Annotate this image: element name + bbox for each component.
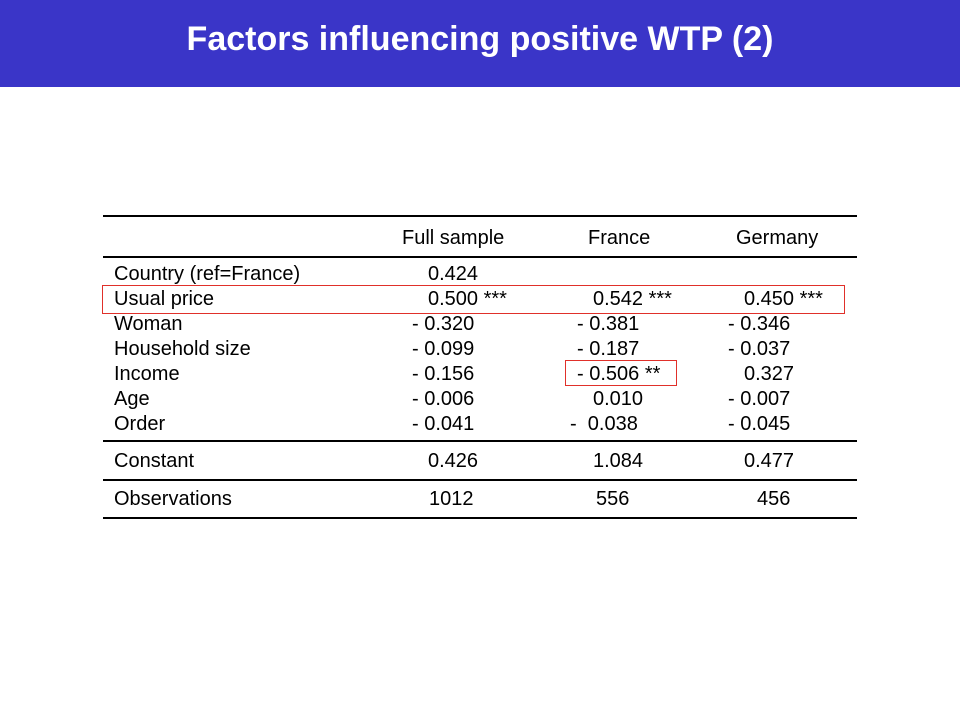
cell-germany: 0.327 (744, 363, 795, 385)
constant-rule (103, 479, 857, 481)
cell-france: 0.010 (593, 388, 644, 410)
cell-full: - 0.320 (412, 313, 475, 335)
row-label: Household size (114, 338, 251, 360)
column-header-full-sample: Full sample (402, 227, 505, 249)
income-france-highlight-box (565, 360, 677, 386)
column-header-france: France (588, 227, 651, 249)
cell-france: - 0.506 ** (577, 363, 661, 385)
row-label: Country (ref=France) (114, 263, 301, 285)
cell-france: 556 (596, 488, 630, 510)
cell-full: 1012 (429, 488, 474, 510)
row-label-observations: Observations (114, 488, 232, 510)
title-bar (0, 0, 960, 87)
cell-france: - 0.187 (577, 338, 640, 360)
cell-full: - 0.156 (412, 363, 475, 385)
cell-germany: - 0.045 (728, 413, 791, 435)
column-header-germany: Germany (736, 227, 819, 249)
cell-germany: - 0.007 (728, 388, 791, 410)
body-bottom-rule (103, 440, 857, 442)
cell-full: 0.426 (428, 450, 479, 472)
cell-full: 0.424 (428, 263, 479, 285)
table-bottom-rule (103, 517, 857, 519)
cell-full: - 0.006 (412, 388, 475, 410)
row-label: Usual price (114, 288, 215, 310)
row-label: Age (114, 388, 150, 410)
cell-full: 0.500 *** (428, 288, 507, 310)
row-label: Order (114, 413, 166, 435)
cell-full: - 0.041 (412, 413, 475, 435)
table-top-rule (103, 215, 857, 217)
row-label: Woman (114, 313, 183, 335)
cell-france: 0.542 *** (593, 288, 672, 310)
cell-germany: - 0.346 (728, 313, 791, 335)
header-rule (103, 256, 857, 258)
cell-france: - 0.381 (577, 313, 640, 335)
slide-title: Factors influencing positive WTP (2) (186, 20, 774, 58)
cell-france: 1.084 (593, 450, 644, 472)
cell-germany: 0.450 *** (744, 288, 823, 310)
cell-germany: - 0.037 (728, 338, 791, 360)
cell-germany: 0.477 (744, 450, 795, 472)
row-label: Income (114, 363, 180, 385)
cell-france: - 0.038 (570, 413, 638, 435)
usual-price-highlight-box (102, 285, 845, 314)
row-label-constant: Constant (114, 450, 195, 472)
cell-germany: 456 (757, 488, 791, 510)
cell-full: - 0.099 (412, 338, 475, 360)
